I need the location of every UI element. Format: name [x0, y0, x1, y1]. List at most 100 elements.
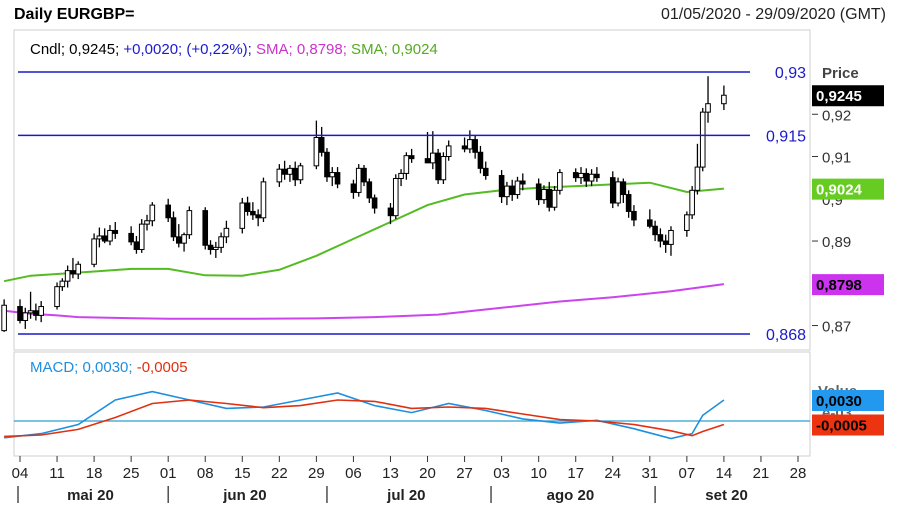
month-label: jun 20 — [222, 487, 266, 504]
price-axis-title: Price — [822, 65, 859, 82]
macd-tags: 0,0030 -0,0005 — [812, 390, 884, 436]
candle — [324, 148, 330, 182]
candle — [721, 85, 727, 111]
candle — [75, 261, 82, 280]
candle — [96, 227, 103, 248]
candle — [244, 196, 251, 216]
candle — [498, 170, 505, 203]
candle — [186, 206, 193, 239]
x-tick-label: 11 — [49, 465, 65, 482]
candle — [112, 222, 119, 239]
candle — [583, 168, 590, 187]
candle — [467, 130, 473, 154]
candle — [165, 198, 171, 223]
candle — [620, 178, 627, 203]
x-tick-label: 10 — [530, 465, 547, 482]
x-tick-label: 25 — [123, 465, 140, 482]
candle — [504, 181, 510, 206]
candle — [424, 132, 431, 164]
candle — [514, 176, 521, 199]
x-tick-label: 17 — [567, 465, 584, 482]
candle — [652, 220, 658, 242]
candle — [27, 291, 34, 319]
candle — [281, 160, 288, 180]
sma-line — [3, 283, 725, 320]
price-tick-label: 0,92 — [822, 107, 851, 124]
candle — [578, 167, 584, 184]
candle — [519, 173, 526, 191]
candle — [202, 207, 209, 250]
price-tick-labels: 0,920,910,90,890,87 — [812, 107, 851, 336]
candle — [647, 209, 653, 229]
macd-panel-frame — [13, 351, 811, 457]
price-value-tag: 0,8798 — [812, 274, 884, 296]
candle — [430, 131, 436, 170]
price-legend-item: SMA; 0,8798; — [252, 41, 347, 58]
candle — [239, 197, 246, 234]
candle — [138, 219, 145, 253]
x-tick-label: 14 — [716, 465, 733, 482]
candle — [107, 224, 113, 246]
candle — [355, 164, 362, 197]
x-tick-label: 13 — [382, 465, 399, 482]
candle — [588, 169, 595, 187]
candle — [313, 120, 320, 170]
candle — [350, 179, 357, 199]
horizontal-line-label: 0,868 — [766, 327, 806, 344]
x-tick-label: 08 — [197, 465, 214, 482]
month-label: mai 20 — [67, 487, 114, 504]
candle — [625, 190, 632, 218]
price-value-tag: 0,9245 — [812, 85, 884, 107]
price-tags: 0,9245 0,9024 0,8798 — [812, 85, 884, 296]
candle — [54, 282, 60, 310]
month-label: ago 20 — [547, 487, 595, 504]
candle — [22, 307, 29, 329]
candle — [33, 303, 39, 321]
candle — [133, 235, 140, 254]
candle — [213, 241, 219, 258]
candle — [392, 174, 399, 220]
candle — [223, 220, 230, 244]
candle — [615, 177, 621, 207]
candlestick-series — [1, 76, 727, 332]
candle — [541, 185, 547, 204]
sma-lines — [3, 181, 725, 320]
macd-lines — [4, 390, 725, 440]
candle — [59, 278, 66, 291]
x-tick-label: 20 — [419, 465, 436, 482]
x-tick-label: 29 — [308, 465, 325, 482]
candle — [472, 135, 478, 159]
candle — [181, 232, 187, 252]
x-tick-label: 27 — [456, 465, 473, 482]
candle — [387, 203, 394, 225]
price-value-tag: 0,9024 — [812, 178, 884, 200]
candle — [70, 257, 76, 279]
x-tick-label: 21 — [753, 465, 770, 482]
x-tick-label: 01 — [160, 465, 177, 482]
candle — [403, 152, 410, 180]
macd-line — [4, 390, 725, 440]
candle — [572, 168, 579, 182]
macd-legend-item: MACD; 0,0030; — [30, 359, 133, 376]
x-tick-label: 18 — [86, 465, 103, 482]
candle — [535, 178, 542, 206]
candle — [371, 194, 378, 214]
candle — [366, 178, 373, 203]
sma-line — [3, 181, 724, 283]
candle — [551, 186, 558, 211]
candle — [329, 167, 336, 187]
candle — [631, 205, 637, 227]
candle — [287, 164, 293, 182]
candle — [276, 164, 283, 187]
macd-legend-item: -0,0005 — [133, 359, 188, 376]
candle — [440, 152, 447, 184]
candle — [255, 209, 261, 227]
price-tick-label: 0,89 — [822, 234, 851, 251]
month-label: set 20 — [705, 487, 748, 504]
candle — [38, 301, 44, 323]
svg-text:0,9024: 0,9024 — [816, 182, 863, 199]
candle — [684, 211, 690, 237]
candle — [318, 126, 325, 157]
horizontal-line-label: 0,93 — [775, 65, 806, 82]
candle — [260, 177, 267, 223]
